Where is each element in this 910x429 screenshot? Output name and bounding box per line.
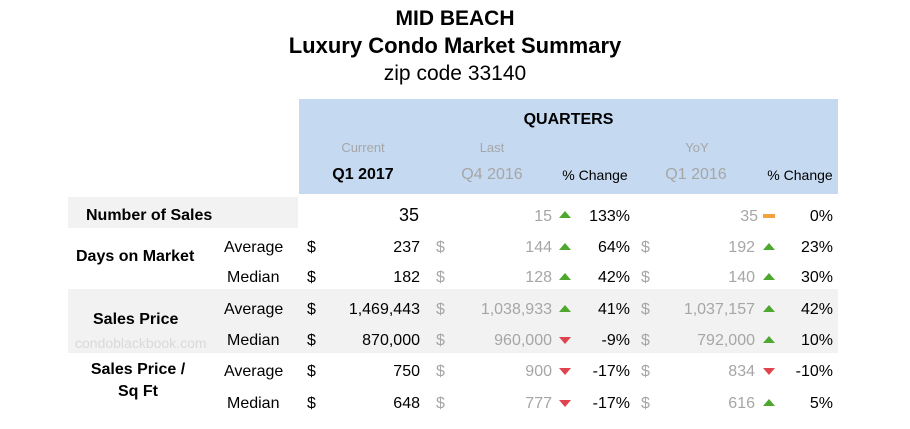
report-subtitle: Luxury Condo Market Summary — [288, 33, 622, 58]
report-title: MID BEACH — [395, 7, 515, 30]
sales-last-trend-up-icon — [559, 211, 571, 218]
yoy-value: 834 — [728, 363, 755, 380]
last-period: Q4 2016 — [461, 166, 523, 183]
row-label: Average — [224, 363, 284, 380]
number-of-sales-label: Number of Sales — [86, 207, 213, 224]
yoy-value: 192 — [728, 239, 755, 256]
yoy-label: YoY — [685, 140, 709, 155]
currency-symbol: $ — [436, 395, 445, 412]
report-title-block: MID BEACH Luxury Condo Market Summary zi… — [0, 6, 910, 88]
currency-symbol: $ — [641, 363, 650, 380]
last-change: 42% — [597, 269, 630, 286]
sales-yoy-trend-flat-icon — [763, 214, 775, 218]
row-label: Average — [224, 239, 284, 256]
currency-symbol: $ — [307, 269, 316, 286]
current-value: 237 — [393, 239, 420, 256]
yoy-change: 10% — [800, 332, 833, 349]
current-value: 182 — [393, 269, 420, 286]
trend-down-icon — [559, 337, 571, 344]
days-on-market-label: Days on Market — [76, 248, 195, 265]
currency-symbol: $ — [436, 301, 445, 318]
currency-symbol: $ — [436, 363, 445, 380]
yoy-value: 792,000 — [697, 332, 755, 349]
yoy-value: 616 — [728, 395, 755, 412]
last-pct-change-header: % Change — [562, 167, 628, 183]
trend-up-icon — [763, 399, 775, 406]
report-zip: zip code 33140 — [383, 62, 527, 85]
trend-up-icon — [763, 305, 775, 312]
currency-symbol: $ — [641, 395, 650, 412]
price-per-sqft-label-line2: Sq Ft — [118, 383, 158, 400]
yoy-change: 23% — [800, 239, 833, 256]
yoy-change: -10% — [795, 363, 833, 380]
trend-up-icon — [559, 243, 571, 250]
sales-last-change: 133% — [589, 208, 630, 225]
row-label: Median — [227, 395, 280, 412]
last-change: 41% — [597, 301, 630, 318]
sales-current: 35 — [399, 205, 420, 225]
currency-symbol: $ — [307, 239, 316, 256]
last-label: Last — [479, 140, 505, 155]
last-change: -17% — [592, 395, 630, 412]
current-value: 1,469,443 — [348, 301, 420, 318]
last-value: 900 — [525, 363, 552, 380]
row-label: Median — [227, 269, 280, 286]
sales-band-label — [68, 197, 298, 228]
quarters-header — [299, 99, 838, 194]
currency-symbol: $ — [307, 301, 316, 318]
trend-up-icon — [559, 305, 571, 312]
sales-price-label: Sales Price — [93, 311, 179, 328]
trend-up-icon — [763, 243, 775, 250]
trend-down-icon — [763, 368, 775, 375]
row-label: Median — [227, 332, 280, 349]
last-change: 64% — [597, 239, 630, 256]
yoy-change: 5% — [809, 395, 833, 412]
last-value: 1,038,933 — [480, 301, 552, 318]
last-change: -17% — [592, 363, 630, 380]
trend-up-icon — [763, 273, 775, 280]
currency-symbol: $ — [641, 239, 650, 256]
currency-symbol: $ — [307, 332, 316, 349]
yoy-period: Q1 2016 — [665, 166, 727, 183]
current-label: Current — [341, 140, 385, 155]
trend-up-icon — [763, 336, 775, 343]
last-value: 960,000 — [494, 332, 552, 349]
current-value: 870,000 — [362, 332, 420, 349]
current-period: Q1 2017 — [332, 166, 394, 183]
sales-yoy: 35 — [740, 208, 758, 225]
yoy-value: 1,037,157 — [683, 301, 755, 318]
yoy-change: 30% — [800, 269, 833, 286]
yoy-pct-change-header: % Change — [767, 167, 833, 183]
currency-symbol: $ — [641, 269, 650, 286]
trend-down-icon — [559, 368, 571, 375]
quarters-label: QUARTERS — [523, 111, 614, 128]
trend-down-icon — [559, 400, 571, 407]
currency-symbol: $ — [307, 395, 316, 412]
trend-up-icon — [559, 273, 571, 280]
currency-symbol: $ — [436, 332, 445, 349]
last-value: 128 — [525, 269, 552, 286]
yoy-value: 140 — [728, 269, 755, 286]
last-value: 777 — [525, 395, 552, 412]
last-change: -9% — [601, 332, 630, 349]
sales-last: 15 — [534, 208, 552, 225]
price-per-sqft-label-line1: Sales Price / — [90, 361, 186, 378]
currency-symbol: $ — [436, 269, 445, 286]
current-value: 648 — [393, 395, 420, 412]
currency-symbol: $ — [641, 301, 650, 318]
watermark: condoblackbook.com — [75, 335, 207, 351]
yoy-change: 42% — [800, 301, 833, 318]
price-band — [68, 289, 838, 353]
currency-symbol: $ — [436, 239, 445, 256]
last-value: 144 — [525, 239, 552, 256]
currency-symbol: $ — [641, 332, 650, 349]
currency-symbol: $ — [307, 363, 316, 380]
sales-yoy-change: 0% — [809, 208, 833, 225]
current-value: 750 — [393, 363, 420, 380]
row-label: Average — [224, 301, 284, 318]
